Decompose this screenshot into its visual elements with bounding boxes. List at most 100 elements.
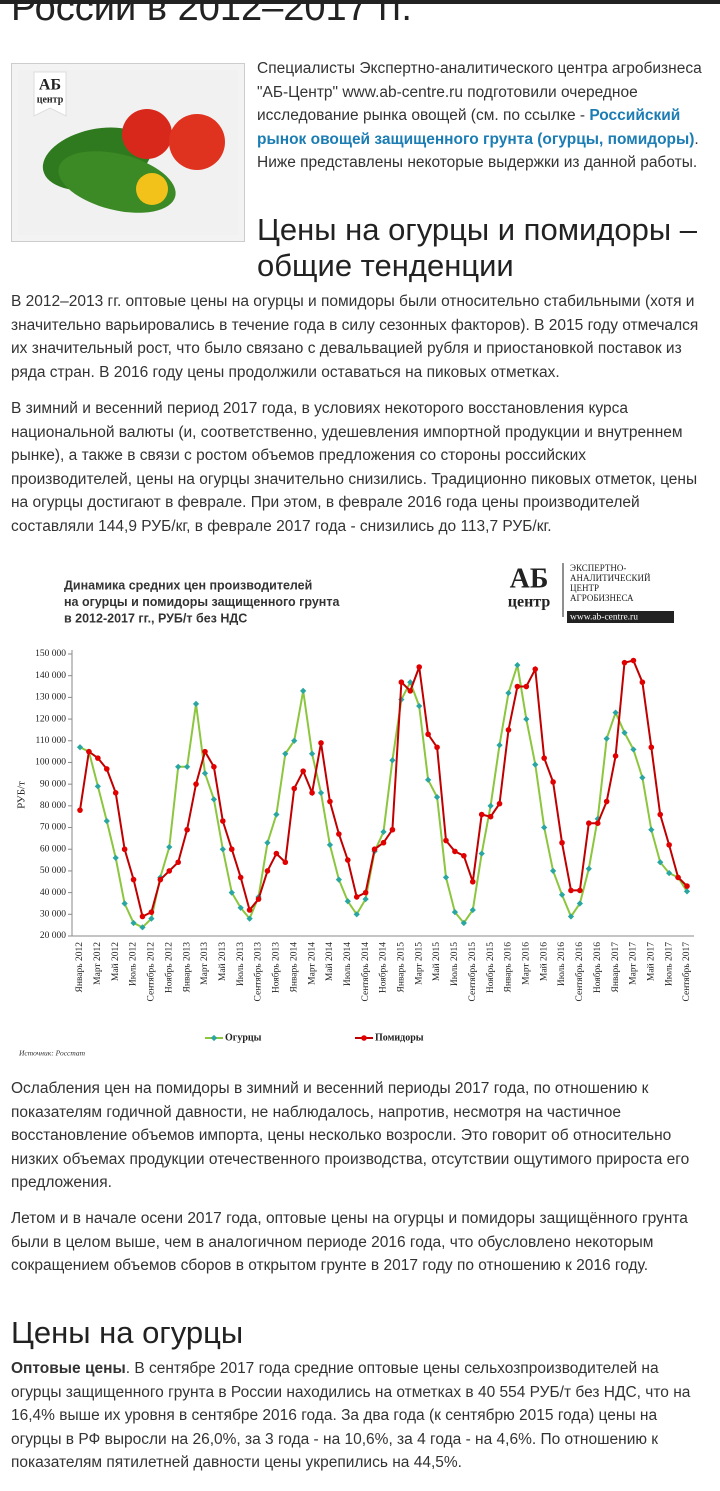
text: . В сентябре 2017 года средние оптовые ц… [11, 1360, 691, 1472]
data-point [523, 715, 530, 723]
data-point [630, 657, 637, 664]
data-point [550, 779, 556, 785]
data-point [389, 757, 396, 764]
data-point [219, 846, 226, 853]
x-tick-label: Январь 2017 [611, 942, 621, 993]
data-point [443, 837, 449, 844]
data-point [308, 750, 316, 757]
data-point [139, 913, 146, 920]
x-tick-label: Январь 2012 [75, 942, 85, 993]
paragraph: Ослабления цен на помидоры в зимний и ве… [11, 1080, 690, 1192]
x-tick-label: Май 2014 [324, 942, 335, 981]
x-tick-label: Ноябрь 2015 [485, 942, 496, 993]
data-point [478, 811, 485, 818]
x-tick-label: Май 2017 [645, 942, 656, 981]
y-tick-label: 30 000 [40, 909, 66, 919]
data-point [639, 679, 646, 685]
y-tick-label: 110 000 [35, 736, 66, 746]
y-tick-label: 50 000 [40, 866, 66, 876]
data-point [469, 906, 476, 914]
data-point [532, 666, 539, 672]
x-tick-label: Май 2015 [431, 942, 442, 981]
x-tick-label: Май 2016 [538, 942, 549, 981]
data-point [407, 688, 414, 694]
article-image: АБ центр [11, 63, 245, 242]
data-point [166, 868, 173, 874]
data-point [121, 900, 128, 907]
x-tick-label: Январь 2013 [182, 942, 192, 993]
data-point [362, 889, 369, 896]
data-point [425, 731, 431, 738]
y-axis-label: РУБ/т [16, 781, 28, 809]
data-point [461, 852, 467, 859]
section-heading: Цены на огурцы [11, 1315, 244, 1350]
data-point [255, 896, 262, 902]
legend-label: Помидоры [375, 1032, 424, 1043]
y-tick-label: 150 000 [35, 649, 66, 659]
data-point [585, 865, 592, 872]
data-point [603, 798, 610, 805]
data-point [193, 781, 199, 787]
data-point [77, 807, 83, 813]
data-point [487, 813, 494, 820]
data-point [452, 848, 458, 855]
x-tick-label: Сентябрь 2014 [360, 942, 371, 1002]
data-point [326, 841, 334, 849]
data-point [514, 683, 521, 690]
x-tick-label: Июль 2012 [129, 942, 139, 986]
data-point [353, 894, 360, 900]
series-line [79, 659, 688, 918]
data-point [202, 748, 208, 755]
data-point [264, 868, 271, 874]
data-point [148, 909, 155, 915]
x-tick-label: Сентябрь 2013 [253, 942, 264, 1002]
data-point [416, 702, 423, 710]
x-tick-label: Ноябрь 2014 [378, 942, 389, 993]
x-tick-label: Сентябрь 2015 [467, 942, 478, 1002]
data-point [371, 846, 378, 853]
logo-flag [33, 71, 67, 117]
logo-url: www.ab-centre.ru [570, 613, 638, 623]
data-point [300, 768, 306, 774]
tomato [169, 114, 225, 170]
data-point [523, 683, 530, 690]
x-tick-label: Июль 2017 [664, 942, 674, 986]
data-point [121, 846, 128, 853]
x-tick-label: Март 2014 [307, 942, 317, 985]
logo-text: ЭКСПЕРТНО- [570, 563, 626, 573]
data-point [130, 876, 137, 883]
x-tick-label: Июль 2014 [343, 942, 353, 986]
data-point [184, 763, 191, 770]
x-tick-label: Март 2016 [522, 942, 532, 985]
x-tick-label: Январь 2016 [504, 942, 514, 993]
x-tick-label: Март 2012 [93, 942, 103, 985]
data-point [541, 755, 547, 761]
paragraph: Оптовые цены. В сентябре 2017 года средн… [11, 1357, 711, 1475]
data-point [112, 854, 119, 862]
x-tick-label: Июль 2015 [450, 942, 460, 986]
x-tick-label: Май 2012 [110, 942, 121, 981]
data-point [264, 839, 271, 846]
data-point [505, 689, 512, 697]
data-point [184, 826, 190, 833]
x-tick-label: Январь 2015 [397, 942, 407, 993]
data-point [451, 909, 459, 916]
data-point [549, 867, 557, 875]
data-point [103, 817, 110, 825]
intro-paragraph: Специалисты Экспертно-аналитического цен… [257, 57, 712, 175]
logo-mark: центр [37, 94, 64, 105]
data-point [166, 843, 173, 851]
link[interactable]: Российский рынок овощей защищенного грун… [257, 107, 695, 148]
data-point [175, 763, 182, 770]
data-point [434, 744, 440, 751]
text: Специалисты Экспертно-аналитического цен… [257, 60, 702, 125]
series-line [79, 664, 688, 929]
data-point [273, 850, 280, 857]
data-point [514, 661, 521, 669]
chart-title: на огурцы и помидоры защищенного грунта [64, 595, 340, 609]
x-tick-label: Ноябрь 2012 [163, 942, 174, 993]
data-point [228, 846, 235, 853]
y-tick-label: 140 000 [35, 671, 66, 681]
data-point [327, 798, 333, 805]
x-tick-label: Март 2013 [200, 942, 210, 985]
